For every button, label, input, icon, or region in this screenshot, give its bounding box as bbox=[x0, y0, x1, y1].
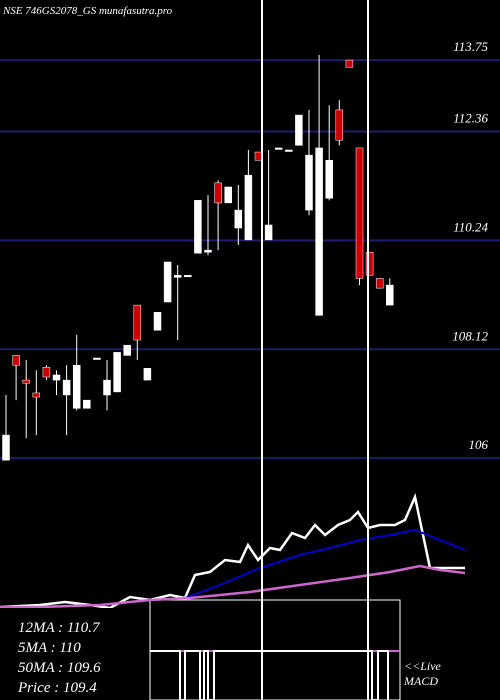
y-tick-label: 106 bbox=[469, 437, 489, 452]
candle-body bbox=[173, 275, 182, 278]
candle-body bbox=[325, 160, 333, 199]
candle-body bbox=[254, 151, 263, 161]
y-tick-label: 110.24 bbox=[453, 219, 488, 234]
candle-body bbox=[224, 186, 232, 204]
candle-body bbox=[42, 367, 51, 378]
indicator-line bbox=[0, 564, 466, 609]
candles bbox=[2, 54, 394, 461]
candle-body bbox=[2, 434, 10, 461]
ma5-label: 5MA : 110 bbox=[18, 640, 81, 656]
candle-body bbox=[113, 352, 121, 393]
candle-body bbox=[62, 379, 71, 396]
candle-body bbox=[32, 392, 41, 398]
candle-body bbox=[143, 368, 152, 381]
candle-body bbox=[163, 261, 172, 303]
candle-body bbox=[72, 364, 81, 409]
candle-body bbox=[83, 399, 91, 409]
price-label: Price : 109.4 bbox=[17, 680, 97, 696]
candle-body bbox=[123, 344, 131, 356]
candle-body bbox=[93, 357, 101, 360]
candle-body bbox=[184, 275, 192, 278]
candle-body bbox=[315, 147, 323, 316]
candle-body bbox=[244, 174, 253, 241]
chart-title: NSE 746GS2078_GS munafasutra.pro bbox=[2, 5, 173, 17]
indicator-line bbox=[184, 528, 466, 599]
candle-body bbox=[345, 59, 354, 68]
y-tick-label: 113.75 bbox=[453, 39, 488, 54]
candle-body bbox=[295, 114, 303, 146]
candle-body bbox=[264, 224, 273, 241]
ma50-label: 50MA : 109.6 bbox=[18, 660, 101, 676]
indicator-line bbox=[0, 492, 465, 610]
grid: 106 108.12 110.24 112.36 113.75 bbox=[0, 39, 500, 460]
candle-body bbox=[194, 200, 202, 254]
candle-body bbox=[335, 109, 344, 141]
candle-body bbox=[355, 147, 364, 279]
live-label: <<Live bbox=[404, 659, 442, 673]
candle-body bbox=[386, 284, 394, 306]
candle-body bbox=[103, 379, 111, 396]
candle-body bbox=[274, 147, 283, 150]
y-tick-label: 112.36 bbox=[453, 110, 488, 125]
candle-body bbox=[153, 312, 162, 331]
candle-body bbox=[52, 374, 61, 381]
candle-body bbox=[204, 249, 212, 253]
candle-body bbox=[214, 182, 222, 204]
candle-body bbox=[375, 278, 384, 289]
candle-body bbox=[22, 379, 30, 384]
candle-body bbox=[365, 251, 374, 276]
candle-body bbox=[133, 304, 142, 341]
candle-body bbox=[12, 355, 20, 366]
info-box bbox=[0, 608, 148, 700]
ma12-label: 12MA : 110.7 bbox=[18, 620, 101, 636]
candle-body bbox=[285, 149, 293, 152]
y-tick-label: 108.12 bbox=[452, 328, 488, 343]
indicator-panel bbox=[0, 492, 466, 700]
macd-label: MACD bbox=[403, 674, 438, 688]
candle-body bbox=[305, 154, 313, 211]
macd-line bbox=[150, 650, 389, 700]
candle-body bbox=[234, 209, 243, 229]
